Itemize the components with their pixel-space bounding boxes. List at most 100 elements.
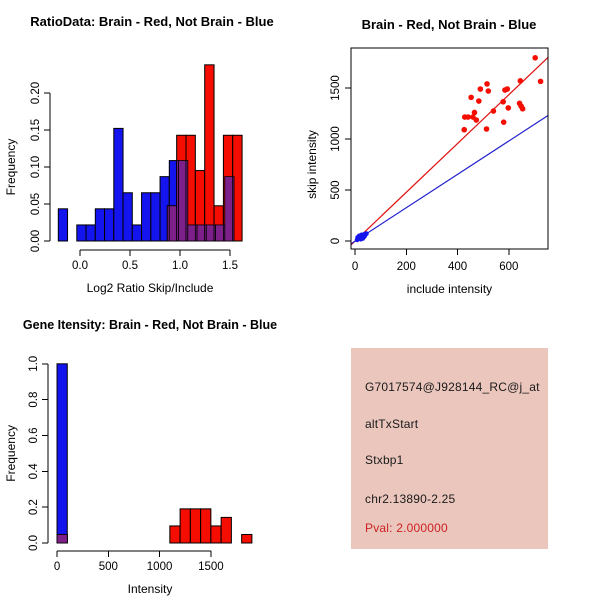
histogram-overlap-bar <box>187 224 196 242</box>
scatter-point-blue <box>363 231 369 237</box>
histogram-overlap-bar <box>215 224 224 242</box>
x-tick-label: 0.0 <box>72 260 88 272</box>
x-tick-label: 0 <box>352 261 358 273</box>
histogram-bar-red <box>204 64 215 242</box>
x-tick-label: 400 <box>448 261 467 273</box>
scatter-point-blue <box>359 232 364 238</box>
y-tick-label: 1000 <box>330 126 342 152</box>
y-tick-label: 1.0 <box>28 356 40 372</box>
scatter-point-red <box>500 119 507 125</box>
x-tick-label: 600 <box>499 261 518 273</box>
histogram-overlap-bar <box>185 160 189 242</box>
histogram-bar-blue <box>122 192 133 242</box>
y-tick-label: 0.05 <box>30 193 42 215</box>
intensity-scatter-chart: 0 200 400 600 0 500 1000 1500 Brain - Red, Not B… <box>305 17 549 296</box>
event-type: altTxStart <box>365 417 419 431</box>
histogram-overlap-bar <box>168 205 178 242</box>
histogram-bar-blue <box>113 127 124 242</box>
scatter-point-red <box>537 78 544 85</box>
histogram-overlap-bar <box>196 224 206 242</box>
x-tick-label: 0.5 <box>122 260 138 272</box>
gene-info-panel: G7017574@J928144_RC@j_at altTxStart Stxb… <box>300 300 600 600</box>
histogram-bar-blue <box>85 224 96 242</box>
histogram-bar-red <box>200 508 212 544</box>
histogram-bar-blue <box>150 192 161 242</box>
y-tick-label: 0 <box>330 238 342 244</box>
chromosome-location: chr2.13890-2.25 <box>365 492 456 506</box>
scatter-point-red <box>465 114 471 120</box>
scatter-point-red <box>477 86 484 92</box>
ratio-histogram-chart: 0.0 0.5 1.0 1.5 0.00 0.05 0.10 0.15 0.20 RatioDat… <box>4 14 274 295</box>
histogram-bar-blue <box>56 363 68 544</box>
histogram-overlap-bar <box>205 224 215 242</box>
scatter-point-red <box>484 81 490 87</box>
histogram-bar-blue <box>76 224 87 242</box>
scatter-point-red <box>517 78 524 84</box>
y-tick-label: 500 <box>330 180 342 199</box>
histogram-bar-blue <box>131 224 143 242</box>
histogram-bar-red <box>241 533 253 544</box>
y-tick-label: 1500 <box>330 75 342 101</box>
histogram-overlap-bar <box>232 176 235 242</box>
scatter-point-red <box>490 108 497 114</box>
histogram-bar-blue <box>94 208 106 242</box>
x-tick-label: 0 <box>54 561 60 573</box>
y-axis-label: skip intensity <box>305 130 319 199</box>
scatter-point-red <box>485 88 492 94</box>
y-tick-label: 0.8 <box>28 392 40 408</box>
x-tick-label: 500 <box>99 561 118 573</box>
chart-title: RatioData: Brain - Red, Not Brain - Blue <box>30 14 273 29</box>
y-tick-label: 0.10 <box>30 156 42 178</box>
histogram-bar-blue <box>57 208 69 242</box>
histogram-overlap-bar <box>224 176 234 242</box>
fit-line-brain-fit <box>350 56 549 246</box>
x-tick-label: 1000 <box>147 561 173 573</box>
scatter-point-red <box>471 109 478 116</box>
y-tick-label: 0.4 <box>28 463 40 480</box>
y-axis-label: Frequency <box>4 425 18 482</box>
histogram-overlap-bar <box>178 160 187 242</box>
chart-title: Gene Itensity: Brain - Red, Not Brain - … <box>23 318 277 332</box>
gene-intensity-histogram-chart: 0 500 1000 1500 0.0 0.2 0.4 0.6 0.8 1.0 Gene Itens… <box>4 318 277 596</box>
gene-name: Stxbp1 <box>365 453 404 467</box>
scatter-point-red <box>532 54 538 61</box>
y-tick-label: 0.2 <box>28 499 40 515</box>
scatter-point-red <box>519 105 526 112</box>
y-tick-label: 0.00 <box>30 230 42 252</box>
intensity-scatter-panel: 0 200 400 600 0 500 1000 1500 Brain - Red, Not B… <box>300 0 600 300</box>
x-tick-label: 200 <box>397 261 416 273</box>
gene-info-box: G7017574@J928144_RC@j_at altTxStart Stxb… <box>351 348 548 549</box>
scatter-point-red <box>505 105 512 111</box>
y-tick-label: 0.0 <box>28 535 40 551</box>
x-axis-label: include intensity <box>407 282 492 296</box>
x-axis-label: Log2 Ratio Skip/Include <box>87 281 214 295</box>
y-tick-label: 0.6 <box>28 427 40 443</box>
scatter-point-red <box>483 126 490 132</box>
y-tick-label: 0.20 <box>30 82 42 104</box>
scatter-point-red <box>468 94 474 101</box>
x-axis-label: Intensity <box>128 582 173 596</box>
y-tick-label: 0.15 <box>30 119 42 141</box>
histogram-bar-red <box>220 516 232 544</box>
gene-intensity-histogram-panel: 0 500 1000 1500 0.0 0.2 0.4 0.6 0.8 1.0 Gene Itens… <box>0 300 300 600</box>
ratio-histogram-panel: 0.0 0.5 1.0 1.5 0.00 0.05 0.10 0.15 0.20 RatioDat… <box>0 0 300 300</box>
scatter-point-blue <box>355 235 361 240</box>
scatter-point-red <box>500 98 506 105</box>
scatter-point-red <box>476 98 482 104</box>
plot-border <box>350 47 549 250</box>
histogram-bar-red <box>179 508 191 544</box>
histogram-bar-red <box>210 525 222 544</box>
x-tick-label: 1500 <box>198 561 224 573</box>
probe-id: G7017574@J928144_RC@j_at <box>365 380 540 394</box>
scatter-point-red <box>461 126 468 133</box>
chart-title: Brain - Red, Not Brain - Blue <box>362 17 537 32</box>
x-tick-label: 1.5 <box>222 260 238 272</box>
y-axis-label: Frequency <box>4 139 18 196</box>
histogram-bar-red <box>189 508 202 544</box>
histogram-bar-blue <box>141 192 152 242</box>
pval-text: Pval: 2.000000 <box>365 521 448 535</box>
histogram-bar-blue <box>104 208 115 242</box>
scatter-point-red <box>473 117 480 123</box>
scatter-point-red <box>502 87 508 93</box>
